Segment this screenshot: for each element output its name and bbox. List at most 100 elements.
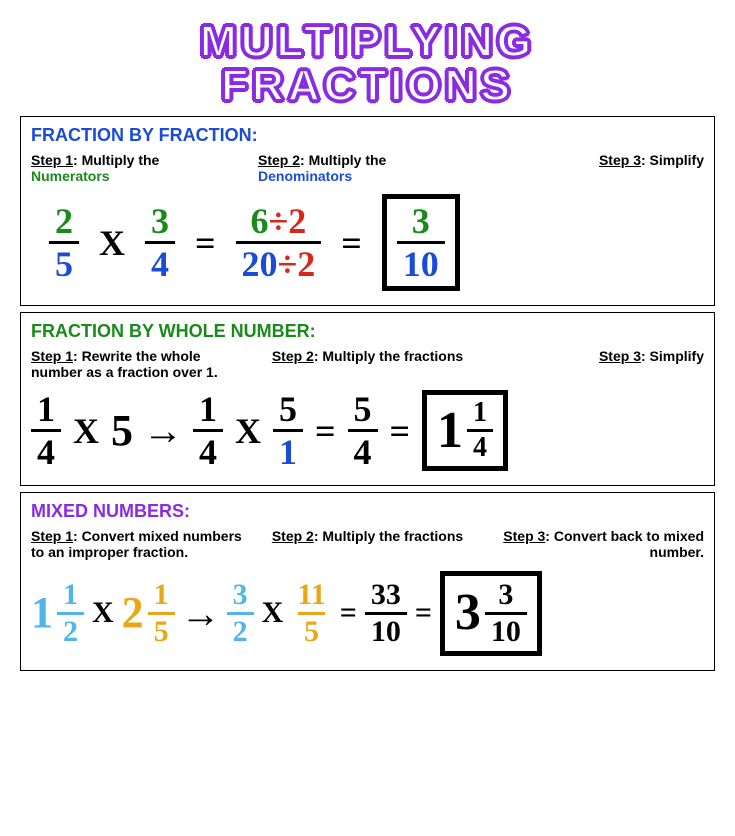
numerator: 3: [227, 580, 254, 612]
whole-number: 5: [111, 405, 133, 456]
step-label: Step 3: [599, 348, 641, 364]
step-label: Step 1: [31, 528, 73, 544]
step-label: Step 2: [272, 348, 314, 364]
times-operator: X: [233, 410, 263, 452]
section3-step3: Step 3: Convert back to mixed number.: [485, 528, 704, 560]
times-operator: X: [90, 596, 116, 630]
section2-heading: FRACTION BY WHOLE NUMBER:: [31, 321, 704, 342]
section3-steps: Step 1: Convert mixed numbers to an impr…: [31, 528, 704, 560]
title: MULTIPLYING FRACTIONS: [20, 20, 715, 108]
fraction-part: 1 2: [57, 580, 84, 647]
section1-equation: 2 5 X 3 4 = 6÷2 20÷2 = 3 10: [31, 194, 704, 291]
numerator: 1: [148, 580, 175, 612]
section1-step3: Step 3: Simplify: [485, 152, 704, 184]
section3-step1: Step 1: Convert mixed numbers to an impr…: [31, 528, 250, 560]
times-operator: X: [97, 222, 127, 264]
mixed-number: 1 1 2: [31, 580, 84, 647]
step-highlight: Denominators: [258, 168, 352, 184]
numerator: 3: [492, 580, 519, 612]
section-fraction-by-fraction: FRACTION BY FRACTION: Step 1: Multiply t…: [20, 116, 715, 306]
denominator: 2: [227, 612, 254, 647]
numerator: 2: [49, 203, 79, 241]
denominator: 1: [273, 429, 303, 470]
section2-step1: Step 1: Rewrite the whole number as a fr…: [31, 348, 250, 380]
fraction: 1 4: [31, 391, 61, 470]
step-highlight: Numerators: [31, 168, 110, 184]
denominator: 4: [145, 241, 175, 282]
equals-operator: =: [313, 410, 338, 452]
equals-operator: =: [338, 596, 359, 630]
num-divide: ÷2: [269, 201, 307, 241]
step-label: Step 3: [503, 528, 545, 544]
whole-part: 3: [455, 587, 481, 639]
equals-operator: =: [193, 222, 218, 264]
fraction: 3 4: [145, 203, 175, 282]
step-label: Step 2: [272, 528, 314, 544]
section3-equation: 1 1 2 X 2 1 5 → 3 2 X 11: [31, 571, 704, 656]
numerator: 1: [193, 391, 223, 429]
title-line-1: MULTIPLYING: [200, 20, 535, 64]
answer-box: 3 3 10: [440, 571, 542, 656]
num-value: 6: [251, 201, 269, 241]
denominator: 4: [348, 429, 378, 470]
denominator: 2: [57, 612, 84, 647]
section1-steps: Step 1: Multiply the Numerators Step 2: …: [31, 152, 704, 184]
fraction-part: 3 10: [485, 580, 527, 647]
numerator: 3: [406, 203, 436, 241]
fraction: 33 10: [365, 580, 407, 647]
section1-step1: Step 1: Multiply the Numerators: [31, 152, 250, 184]
fraction: 5 4: [348, 391, 378, 470]
whole-part: 1: [31, 591, 53, 635]
numerator: 1: [31, 391, 61, 429]
numerator: 5: [273, 391, 303, 429]
answer-fraction: 3 10: [397, 203, 445, 282]
arrow-icon: →: [181, 590, 221, 637]
step-label: Step 1: [31, 152, 73, 168]
times-operator: X: [71, 410, 101, 452]
denominator: 10: [485, 612, 527, 647]
numerator: 3: [145, 203, 175, 241]
fraction-part: 1 5: [148, 580, 175, 647]
section1-heading: FRACTION BY FRACTION:: [31, 125, 704, 146]
section-mixed-numbers: MIXED NUMBERS: Step 1: Convert mixed num…: [20, 492, 715, 670]
step-label: Step 3: [599, 152, 641, 168]
title-line-2: FRACTIONS: [221, 64, 514, 108]
step-label: Step 1: [31, 348, 73, 364]
equals-operator: =: [413, 596, 434, 630]
fraction: 1 4: [193, 391, 223, 470]
denominator: 4: [31, 429, 61, 470]
section3-step2: Step 2: Multiply the fractions: [258, 528, 477, 560]
denominator: 4: [193, 429, 223, 470]
denominator: 5: [49, 241, 79, 282]
section-fraction-by-whole: FRACTION BY WHOLE NUMBER: Step 1: Rewrit…: [20, 312, 715, 486]
fraction-part: 1 4: [467, 399, 493, 462]
step-text: : Multiply the fractions: [314, 348, 463, 364]
fraction: 11 5: [291, 580, 331, 647]
equals-operator: =: [339, 222, 364, 264]
mixed-number: 2 1 5: [122, 580, 175, 647]
arrow-icon: →: [143, 407, 183, 454]
answer-box: 1 1 4: [422, 390, 508, 471]
numerator: 33: [365, 580, 407, 612]
step-label: Step 2: [258, 152, 300, 168]
section2-step3: Step 3: Simplify: [485, 348, 704, 380]
step-text: : Multiply the: [300, 152, 386, 168]
mixed-number: 1 1 4: [437, 399, 493, 462]
step-text: : Multiply the fractions: [314, 528, 463, 544]
denominator: 10: [397, 241, 445, 282]
numerator: 5: [348, 391, 378, 429]
denominator: 20÷2: [236, 241, 322, 282]
fraction: 3 2: [227, 580, 254, 647]
numerator: 1: [57, 580, 84, 612]
den-divide: ÷2: [278, 244, 316, 284]
numerator: 1: [467, 399, 493, 429]
times-operator: X: [260, 596, 286, 630]
section3-heading: MIXED NUMBERS:: [31, 501, 704, 522]
whole-part: 1: [437, 405, 463, 457]
denominator: 10: [365, 612, 407, 647]
section2-steps: Step 1: Rewrite the whole number as a fr…: [31, 348, 704, 380]
mixed-number: 3 3 10: [455, 580, 527, 647]
answer-box: 3 10: [382, 194, 460, 291]
section1-step2: Step 2: Multiply the Denominators: [258, 152, 477, 184]
fraction: 5 1: [273, 391, 303, 470]
